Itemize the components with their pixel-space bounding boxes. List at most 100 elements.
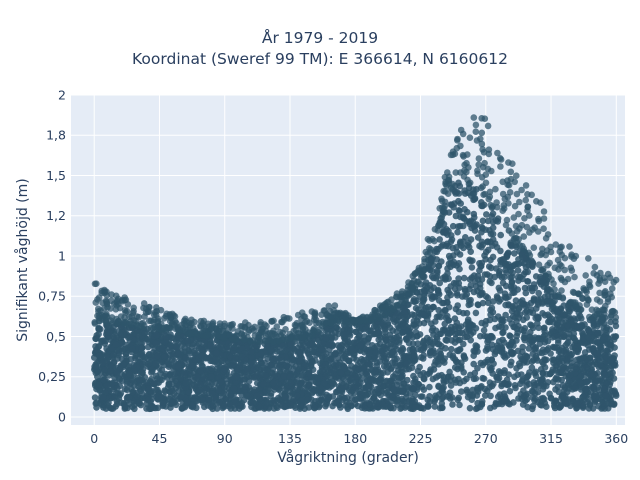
data-point	[348, 345, 355, 353]
data-point	[347, 389, 355, 396]
data-point	[394, 396, 401, 404]
data-point	[133, 393, 141, 400]
data-point	[409, 346, 417, 353]
data-point	[332, 329, 339, 336]
data-point	[152, 340, 160, 347]
data-point	[449, 244, 457, 252]
data-point	[510, 399, 517, 406]
data-point	[330, 380, 338, 388]
data-point	[433, 333, 441, 341]
data-point	[540, 225, 547, 232]
data-point	[188, 316, 195, 324]
data-point	[217, 378, 225, 386]
data-point	[387, 404, 394, 411]
data-point	[197, 381, 204, 388]
data-point	[580, 402, 587, 410]
data-point	[564, 399, 572, 407]
data-point	[325, 341, 333, 349]
data-point	[436, 347, 444, 355]
data-point	[484, 345, 492, 353]
data-point	[249, 337, 256, 344]
data-point	[92, 335, 99, 342]
data-point	[270, 379, 277, 387]
data-point	[161, 315, 168, 322]
data-point	[92, 363, 100, 370]
data-point	[285, 363, 293, 371]
data-point	[221, 365, 228, 373]
data-point	[282, 347, 290, 355]
data-point	[492, 324, 499, 332]
data-point	[432, 327, 440, 335]
data-point	[347, 374, 355, 382]
data-point	[508, 278, 516, 286]
data-point	[295, 357, 303, 365]
data-point	[472, 375, 480, 382]
data-point	[540, 215, 548, 222]
data-point	[466, 134, 474, 141]
data-point	[601, 385, 608, 393]
data-point	[189, 362, 197, 370]
data-point	[435, 372, 442, 380]
data-point	[448, 345, 455, 353]
data-point	[593, 296, 601, 303]
data-point	[427, 306, 435, 313]
data-point	[511, 202, 519, 210]
data-point	[207, 331, 215, 338]
data-point	[612, 333, 620, 340]
data-point	[595, 386, 603, 394]
data-point	[607, 318, 614, 326]
data-point	[486, 316, 494, 324]
data-point	[583, 385, 590, 393]
data-point	[479, 146, 486, 153]
data-point	[460, 352, 468, 359]
data-point	[480, 201, 488, 209]
data-point	[99, 359, 107, 367]
data-point	[100, 404, 107, 411]
data-point	[101, 366, 108, 374]
data-point	[93, 399, 100, 407]
data-point	[463, 159, 470, 167]
data-point	[506, 316, 513, 323]
data-point	[191, 382, 198, 389]
data-point	[559, 369, 567, 377]
data-point	[431, 403, 439, 410]
data-point	[453, 188, 461, 196]
data-point	[497, 296, 504, 303]
data-point	[146, 359, 154, 367]
data-point	[573, 356, 580, 364]
data-point	[125, 370, 133, 378]
data-point	[596, 343, 604, 351]
data-point	[448, 236, 456, 243]
data-point	[474, 388, 482, 395]
data-point	[566, 372, 574, 379]
data-point	[523, 314, 530, 321]
data-point	[271, 397, 279, 404]
data-point	[445, 209, 453, 216]
data-point	[501, 398, 508, 405]
data-point	[590, 270, 597, 277]
data-point	[437, 313, 444, 321]
data-point	[401, 308, 408, 316]
data-point	[335, 361, 342, 369]
data-point	[184, 398, 191, 406]
data-point	[381, 358, 389, 365]
data-point	[91, 394, 99, 401]
data-point	[410, 352, 418, 359]
data-point	[248, 348, 255, 356]
data-point	[356, 394, 363, 402]
data-point	[103, 345, 110, 352]
data-point	[607, 392, 615, 400]
data-point	[564, 275, 572, 283]
data-point	[510, 214, 518, 221]
data-point	[444, 373, 452, 381]
data-point	[414, 306, 422, 314]
data-point	[138, 344, 145, 352]
data-point	[548, 276, 555, 283]
data-point	[488, 213, 496, 220]
data-point	[504, 193, 512, 201]
data-point	[449, 148, 457, 155]
data-point	[479, 289, 486, 297]
data-point	[486, 384, 493, 391]
data-point	[161, 353, 168, 361]
